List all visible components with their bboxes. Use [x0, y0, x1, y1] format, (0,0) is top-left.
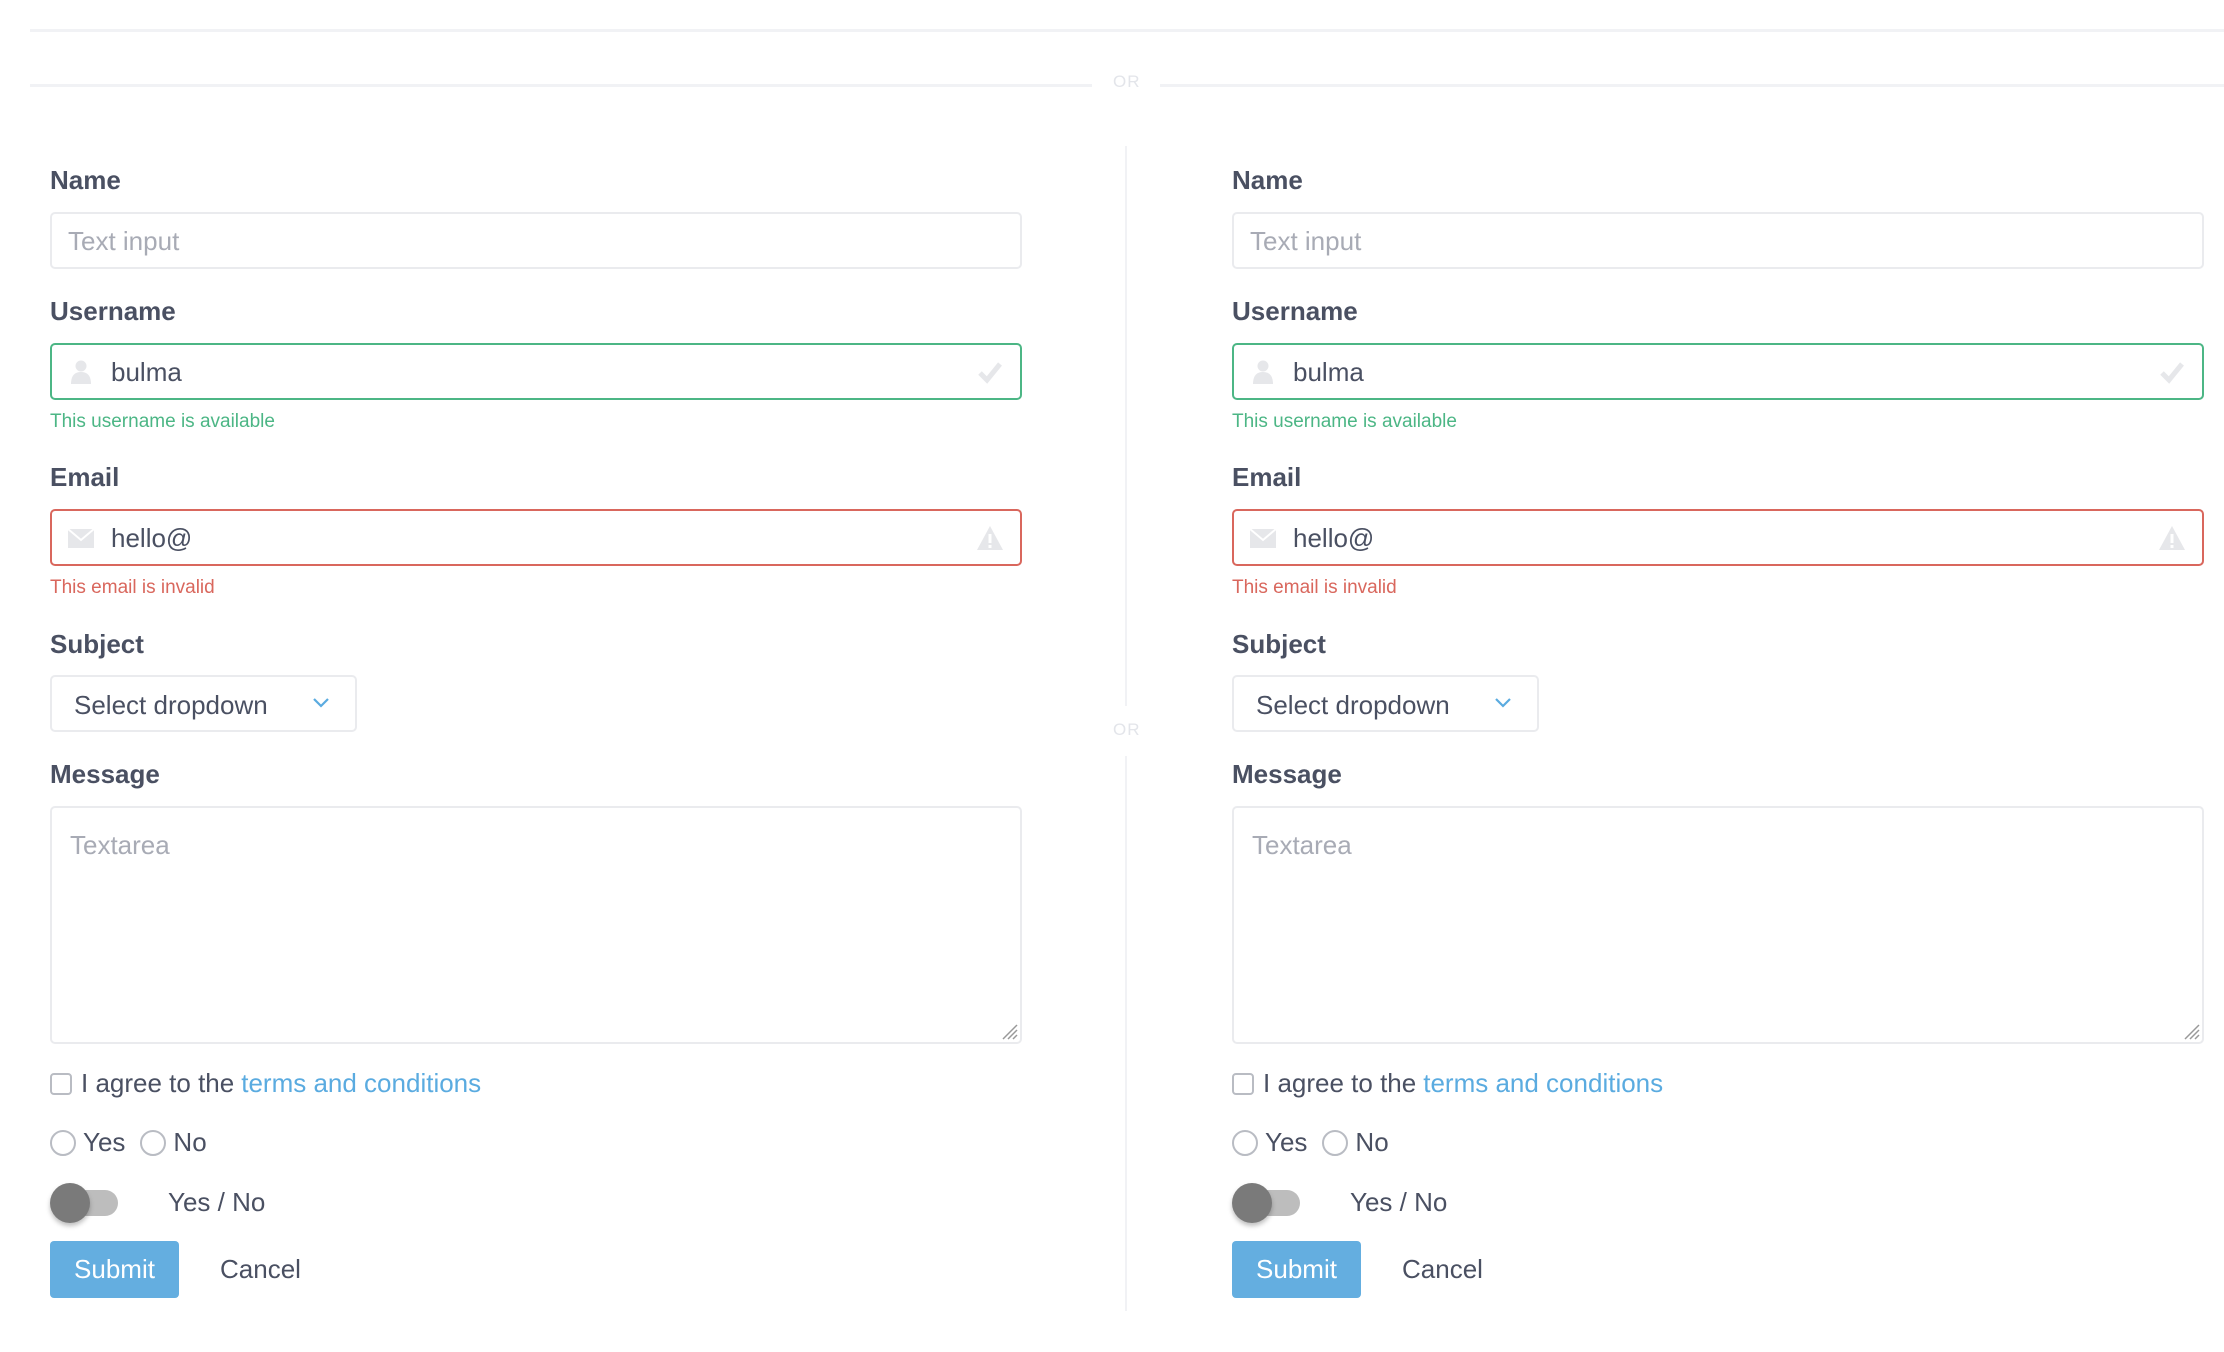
subject-value: Select dropdown	[1256, 690, 1450, 720]
username-value: bulma	[1293, 357, 1364, 387]
radio-no[interactable]	[1322, 1129, 1349, 1156]
vertical-divider-bottom	[1125, 756, 1127, 1311]
name-input[interactable]: Text input	[1232, 212, 2204, 269]
name-input[interactable]: Text input	[50, 212, 1022, 269]
subject-label: Subject	[1232, 629, 1326, 659]
username-value: bulma	[111, 357, 182, 387]
radio-group: Yes No	[1232, 1127, 1389, 1158]
radio-yes[interactable]	[1232, 1129, 1258, 1156]
terms-checkbox[interactable]	[1232, 1072, 1254, 1095]
message-placeholder: Textarea	[70, 830, 170, 860]
submit-button[interactable]: Submit	[1232, 1241, 1361, 1298]
cancel-button[interactable]: Cancel	[220, 1254, 301, 1284]
message-textarea[interactable]: Textarea	[50, 806, 1022, 1044]
yes-no-toggle[interactable]	[1232, 1182, 1302, 1223]
terms-link[interactable]: terms and conditions	[1423, 1068, 1664, 1098]
chevron-down-icon	[1495, 698, 1511, 708]
terms-checkbox[interactable]	[50, 1072, 72, 1095]
message-label: Message	[50, 759, 160, 789]
email-label: Email	[50, 462, 120, 492]
or-label-top: OR	[1113, 72, 1141, 91]
envelope-icon	[1250, 528, 1276, 548]
check-icon	[978, 362, 1002, 384]
name-placeholder: Text input	[68, 226, 180, 256]
form-right: Name Text input Username bulma This user…	[1232, 0, 2204, 1352]
name-placeholder: Text input	[1250, 226, 1362, 256]
submit-button[interactable]: Submit	[50, 1241, 179, 1298]
name-label: Name	[50, 165, 121, 195]
username-label: Username	[1232, 296, 1358, 326]
agree-text: I agree to the	[81, 1068, 235, 1098]
subject-select[interactable]: Select dropdown	[1232, 675, 1539, 732]
radio-yes-label: Yes	[83, 1127, 126, 1157]
email-input[interactable]: hello@	[50, 509, 1022, 566]
terms-link[interactable]: terms and conditions	[241, 1068, 482, 1098]
username-label: Username	[50, 296, 176, 326]
warning-icon	[2159, 526, 2185, 550]
terms-checkbox-row: I agree to the terms and conditions	[50, 1068, 481, 1099]
radio-group: Yes No	[50, 1127, 207, 1158]
message-placeholder: Textarea	[1252, 830, 1352, 860]
cancel-button[interactable]: Cancel	[1402, 1254, 1483, 1284]
email-help: This email is invalid	[1232, 577, 1397, 598]
subject-select[interactable]: Select dropdown	[50, 675, 357, 732]
warning-icon	[977, 526, 1003, 550]
name-label: Name	[1232, 165, 1303, 195]
or-label-middle: OR	[1113, 720, 1141, 739]
form-left: Name Text input Username bulma This user…	[50, 0, 1022, 1352]
radio-no-label: No	[1355, 1127, 1389, 1157]
resize-handle-icon[interactable]	[2180, 1020, 2200, 1040]
subject-value: Select dropdown	[74, 690, 268, 720]
terms-checkbox-row: I agree to the terms and conditions	[1232, 1068, 1663, 1099]
toggle-label: Yes / No	[168, 1186, 266, 1217]
or-divider-right	[1160, 84, 2224, 87]
message-label: Message	[1232, 759, 1342, 789]
top-divider	[30, 29, 2224, 32]
email-help: This email is invalid	[50, 577, 215, 598]
vertical-divider-top	[1125, 146, 1127, 706]
email-label: Email	[1232, 462, 1302, 492]
radio-no-label: No	[173, 1127, 207, 1157]
yes-no-toggle[interactable]	[50, 1182, 120, 1223]
radio-no[interactable]	[140, 1129, 167, 1156]
username-help: This username is available	[50, 411, 275, 432]
toggle-row: Yes / No	[50, 1182, 266, 1223]
resize-handle-icon[interactable]	[998, 1020, 1018, 1040]
subject-label: Subject	[50, 629, 144, 659]
agree-text: I agree to the	[1263, 1068, 1417, 1098]
radio-yes[interactable]	[50, 1129, 76, 1156]
toggle-row: Yes / No	[1232, 1182, 1448, 1223]
message-textarea[interactable]: Textarea	[1232, 806, 2204, 1044]
chevron-down-icon	[313, 698, 329, 708]
user-icon	[1253, 360, 1273, 384]
email-input[interactable]: hello@	[1232, 509, 2204, 566]
toggle-label: Yes / No	[1350, 1186, 1448, 1217]
username-input[interactable]: bulma	[50, 343, 1022, 400]
or-divider-left	[30, 84, 1092, 87]
check-icon	[2160, 362, 2184, 384]
user-icon	[71, 360, 91, 384]
email-value: hello@	[1293, 523, 1375, 553]
radio-yes-label: Yes	[1265, 1127, 1308, 1157]
username-help: This username is available	[1232, 411, 1457, 432]
username-input[interactable]: bulma	[1232, 343, 2204, 400]
email-value: hello@	[111, 523, 193, 553]
envelope-icon	[68, 528, 94, 548]
